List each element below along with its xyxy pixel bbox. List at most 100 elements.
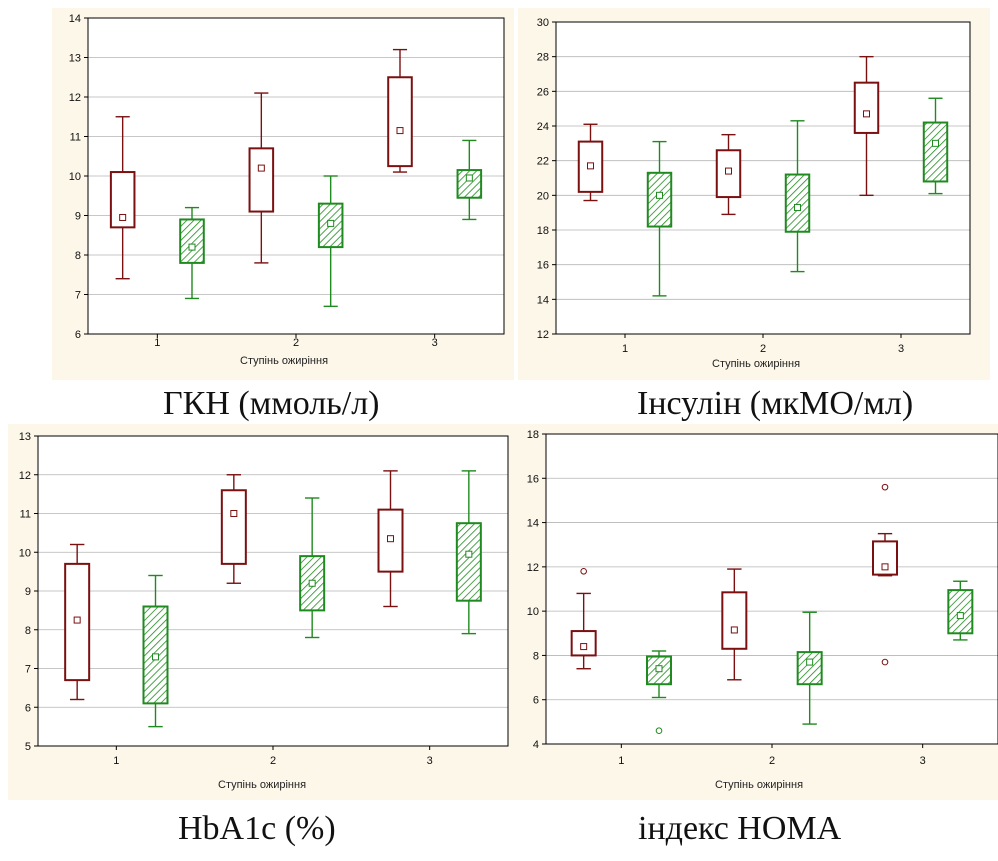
x-tick-label: 2: [270, 755, 276, 767]
box-b-cat-1: [646, 650, 672, 735]
box-b-cat-1: [179, 206, 205, 300]
box-a-cat-2: [721, 568, 748, 681]
y-tick-label: 8: [75, 250, 81, 262]
y-tick-label: 16: [537, 260, 549, 272]
y-tick-label: 22: [537, 156, 549, 168]
box-a-cat-2: [248, 92, 275, 264]
iqr-box: [646, 655, 672, 686]
y-tick-label: 8: [25, 625, 31, 637]
y-tick-label: 12: [19, 470, 31, 482]
median-marker: [308, 579, 316, 587]
y-tick-label: 16: [527, 473, 539, 485]
plot-area: [556, 22, 970, 334]
y-tick-label: 10: [69, 171, 81, 183]
iqr-box: [387, 76, 413, 168]
iqr-box: [455, 522, 482, 602]
iqr-box: [784, 173, 811, 233]
y-tick-label: 13: [69, 53, 81, 65]
iqr-box: [220, 489, 247, 565]
outlier-point: [655, 727, 663, 735]
y-tick-label: 24: [537, 121, 549, 133]
iqr-box: [456, 169, 483, 199]
caption-gkn: ГКН (ммоль/л): [163, 385, 380, 422]
x-axis-title: Ступінь ожиріння: [218, 779, 307, 791]
caption-hba1c: HbA1c (%): [178, 810, 336, 847]
box-a-cat-2: [220, 474, 247, 584]
iqr-box: [64, 562, 91, 682]
box-b-cat-3: [456, 139, 483, 221]
box-a-cat-1: [64, 543, 91, 701]
y-tick-label: 14: [527, 518, 539, 530]
x-axis-title: Ступінь ожиріння: [240, 355, 329, 367]
y-tick-label: 20: [537, 190, 549, 202]
box-b-cat-1: [142, 574, 169, 728]
median-marker: [932, 139, 939, 147]
plot-area: [546, 434, 998, 744]
median-marker: [730, 626, 738, 634]
iqr-box: [109, 171, 136, 229]
box-a-cat-1: [570, 567, 597, 670]
y-tick-label: 12: [69, 92, 81, 104]
box-b-cat-3: [922, 97, 949, 195]
box-a-cat-3: [872, 483, 898, 666]
y-tick-label: 12: [537, 329, 549, 341]
y-tick-label: 9: [25, 586, 31, 598]
box-b-cat-2: [299, 497, 326, 639]
iqr-box: [853, 81, 880, 134]
median-marker: [73, 616, 81, 624]
x-tick-label: 2: [769, 755, 775, 767]
x-tick-label: 3: [920, 755, 926, 767]
median-marker: [188, 243, 196, 251]
outlier-point: [881, 483, 889, 491]
caption-homa: індекс HOMA: [638, 810, 842, 847]
box-a-cat-3: [377, 470, 404, 608]
x-tick-label: 2: [760, 343, 766, 355]
x-tick-label: 3: [898, 343, 904, 355]
median-marker: [881, 563, 889, 571]
median-marker: [655, 665, 663, 673]
median-marker: [396, 127, 404, 135]
box-b-cat-3: [455, 470, 482, 635]
median-marker: [152, 653, 159, 661]
median-marker: [580, 643, 588, 651]
median-marker: [327, 219, 335, 227]
x-tick-label: 3: [432, 337, 438, 349]
iqr-box: [721, 591, 748, 650]
y-tick-label: 5: [25, 741, 31, 753]
iqr-box: [570, 630, 597, 657]
median-marker: [725, 167, 732, 175]
box-b-cat-2: [317, 175, 344, 308]
chart-panel-hba1c: 5 6 7 8 9 10 11 12 13 1 2 3 Ступінь ожиріння: [8, 424, 514, 800]
iqr-box: [646, 171, 673, 228]
outlier-point: [881, 658, 889, 666]
y-tick-label: 6: [25, 702, 31, 714]
box-b-cat-3: [947, 580, 974, 641]
x-tick-label: 1: [113, 755, 119, 767]
y-tick-label: 14: [537, 294, 549, 306]
x-tick-label: 2: [293, 337, 299, 349]
box-a-cat-1: [577, 123, 604, 202]
median-marker: [656, 191, 663, 199]
median-marker: [863, 110, 870, 118]
caption-insulin: Інсулін (мкМО/мл): [637, 385, 914, 422]
median-marker: [465, 174, 473, 182]
y-tick-label: 26: [537, 86, 549, 98]
x-tick-label: 1: [622, 343, 628, 355]
box-a-cat-3: [853, 55, 880, 197]
box-b-cat-1: [646, 140, 673, 297]
box-b-cat-2: [796, 611, 823, 725]
y-tick-label: 13: [19, 431, 31, 443]
y-tick-label: 30: [537, 17, 549, 29]
chart-panel-insulin: 12 14 16 18 20 22 24 26 28 30 1 2 3 Ступінь ожиріння: [518, 8, 990, 380]
y-tick-label: 6: [75, 329, 81, 341]
iqr-box: [796, 651, 823, 686]
y-tick-label: 11: [70, 132, 81, 144]
y-tick-label: 12: [527, 562, 539, 574]
median-marker: [230, 510, 238, 517]
median-marker: [956, 612, 964, 620]
chart-panel-gkn: 6 7 8 9 10 11 12 13 14 1 2 3 Ступінь ожиріння: [52, 8, 514, 380]
median-marker: [806, 658, 814, 666]
